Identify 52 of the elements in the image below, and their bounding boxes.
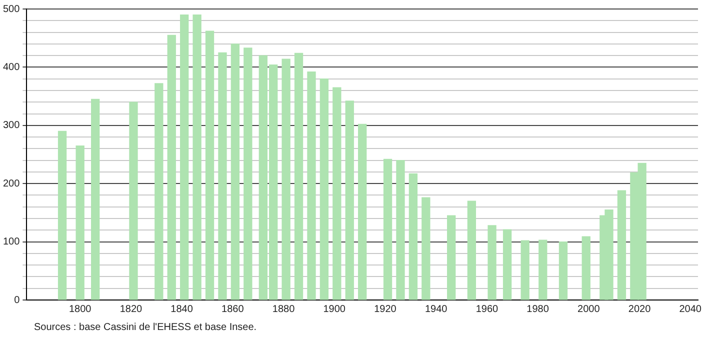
bar — [294, 52, 304, 300]
bar — [154, 83, 164, 300]
bar — [192, 14, 202, 300]
bar — [307, 72, 316, 300]
bar — [218, 52, 227, 300]
bar — [91, 98, 100, 300]
bar — [582, 236, 590, 300]
x-tick-label: 2000 — [578, 304, 600, 315]
bar — [383, 158, 392, 300]
x-tick-label: 2040 — [679, 304, 702, 315]
bar — [408, 173, 418, 300]
bar — [558, 241, 568, 300]
bar — [76, 145, 84, 300]
bar — [230, 44, 240, 300]
x-tick-label: 1840 — [170, 304, 194, 315]
bar — [358, 124, 367, 300]
bar — [488, 225, 496, 300]
x-tick-label: 1860 — [222, 304, 244, 315]
x-tick-label: 1920 — [374, 304, 397, 315]
x-tick-label: 1820 — [120, 304, 142, 315]
x-tick-label: 1960 — [476, 304, 498, 315]
y-tick-label: 200 — [2, 178, 20, 190]
bar — [502, 229, 512, 300]
bar — [538, 240, 548, 300]
bar — [520, 240, 530, 300]
y-tick-label: 100 — [2, 236, 20, 248]
bar — [467, 200, 476, 300]
y-tick-label: 0 — [14, 294, 20, 306]
bar — [244, 48, 252, 300]
x-tick-label: 2020 — [628, 304, 652, 315]
bar — [345, 100, 354, 300]
bar — [447, 215, 456, 300]
x-tick-label: 1800 — [68, 304, 92, 315]
bar — [617, 190, 626, 300]
bar — [180, 14, 189, 300]
bar — [129, 102, 138, 300]
bar — [320, 78, 329, 300]
x-tick-label: 1940 — [424, 304, 448, 315]
bar — [282, 58, 290, 300]
y-tick-label: 500 — [2, 4, 20, 15]
bar — [422, 197, 430, 300]
bar — [58, 130, 67, 300]
bar — [205, 30, 214, 300]
x-tick-label: 1900 — [323, 304, 346, 315]
x-tick-label: 1980 — [526, 304, 550, 315]
bar — [332, 87, 342, 300]
bar — [396, 160, 405, 300]
y-tick-label: 400 — [2, 62, 20, 73]
x-tick-label: 1880 — [272, 304, 296, 315]
y-tick-label: 300 — [2, 120, 20, 132]
bar — [167, 34, 176, 300]
source-note: Sources : base Cassini de l'EHESS et base Insee. — [34, 322, 257, 333]
